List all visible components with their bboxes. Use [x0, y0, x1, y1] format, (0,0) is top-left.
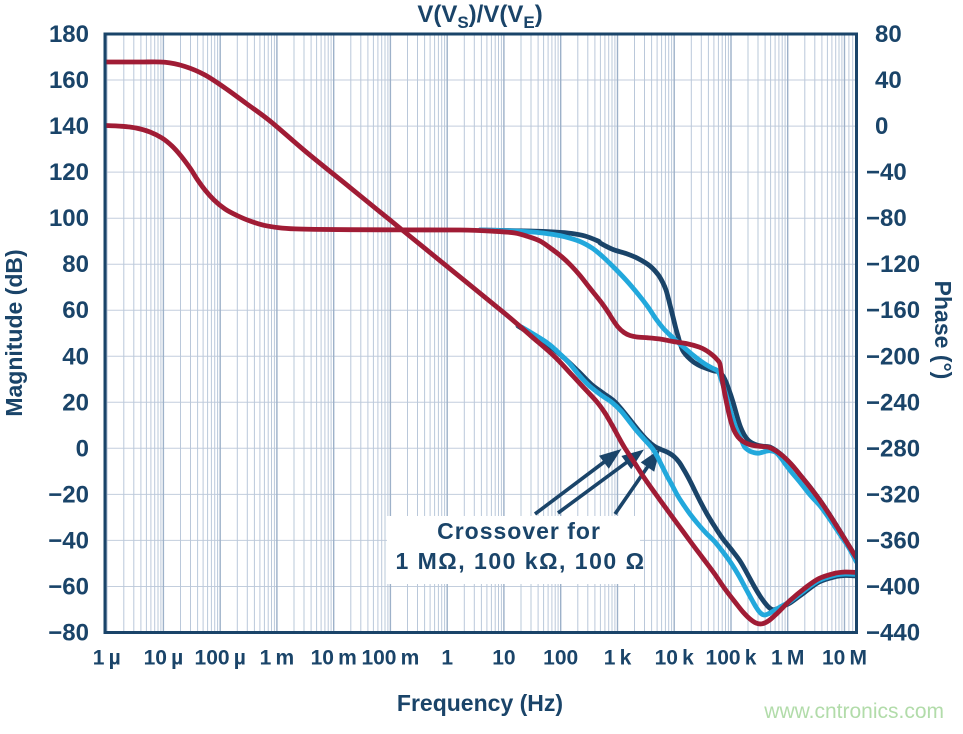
svg-text:100: 100: [49, 205, 89, 232]
svg-text:1 m: 1 m: [260, 647, 295, 670]
svg-text:10 M: 10 M: [822, 647, 867, 670]
svg-text:40: 40: [62, 343, 89, 370]
svg-text:100: 100: [543, 647, 578, 670]
svg-text:100 k: 100 k: [706, 647, 757, 670]
svg-text:1 MΩ, 100 kΩ, 100 Ω: 1 MΩ, 100 kΩ, 100 Ω: [395, 548, 645, 574]
svg-text:−40: −40: [866, 159, 907, 186]
svg-text:10 µ: 10 µ: [144, 647, 184, 670]
svg-text:180: 180: [49, 21, 89, 48]
svg-text:Crossover for: Crossover for: [437, 518, 601, 544]
svg-text:1 µ: 1 µ: [93, 647, 121, 670]
svg-text:−440: −440: [866, 620, 920, 647]
svg-text:10: 10: [492, 647, 515, 670]
svg-text:1: 1: [441, 647, 453, 670]
svg-text:120: 120: [49, 159, 89, 186]
svg-text:−120: −120: [866, 251, 920, 278]
svg-text:140: 140: [49, 113, 89, 140]
svg-text:10 m: 10 m: [311, 647, 357, 670]
svg-text:−60: −60: [48, 574, 89, 601]
svg-text:40: 40: [875, 67, 902, 94]
svg-text:0: 0: [875, 113, 888, 140]
svg-text:−200: −200: [866, 343, 920, 370]
svg-text:−20: −20: [48, 481, 89, 508]
svg-text:Phase (°): Phase (°): [930, 281, 956, 380]
svg-text:−240: −240: [866, 389, 920, 416]
svg-text:−160: −160: [866, 297, 920, 324]
svg-text:20: 20: [62, 389, 89, 416]
svg-text:160: 160: [49, 67, 89, 94]
svg-text:−280: −280: [866, 435, 920, 462]
svg-text:Magnitude (dB): Magnitude (dB): [1, 249, 27, 416]
svg-text:−40: −40: [48, 527, 89, 554]
svg-text:−360: −360: [866, 527, 920, 554]
svg-text:Frequency (Hz): Frequency (Hz): [397, 690, 563, 716]
svg-text:−320: −320: [866, 481, 920, 508]
svg-text:60: 60: [62, 297, 89, 324]
svg-text:10 k: 10 k: [655, 647, 695, 670]
svg-text:100 µ: 100 µ: [195, 647, 246, 670]
svg-text:−80: −80: [866, 205, 907, 232]
svg-text:V(VS)/V(VE): V(VS)/V(VE): [417, 1, 542, 32]
svg-text:80: 80: [62, 251, 89, 278]
svg-text:1 M: 1 M: [771, 647, 804, 670]
svg-text:−400: −400: [866, 574, 920, 601]
svg-text:www.cntronics.com: www.cntronics.com: [763, 700, 944, 723]
svg-text:1 k: 1 k: [604, 647, 632, 670]
svg-text:0: 0: [76, 435, 89, 462]
svg-text:80: 80: [875, 21, 902, 48]
svg-text:−80: −80: [48, 620, 89, 647]
svg-text:100 m: 100 m: [361, 647, 419, 670]
